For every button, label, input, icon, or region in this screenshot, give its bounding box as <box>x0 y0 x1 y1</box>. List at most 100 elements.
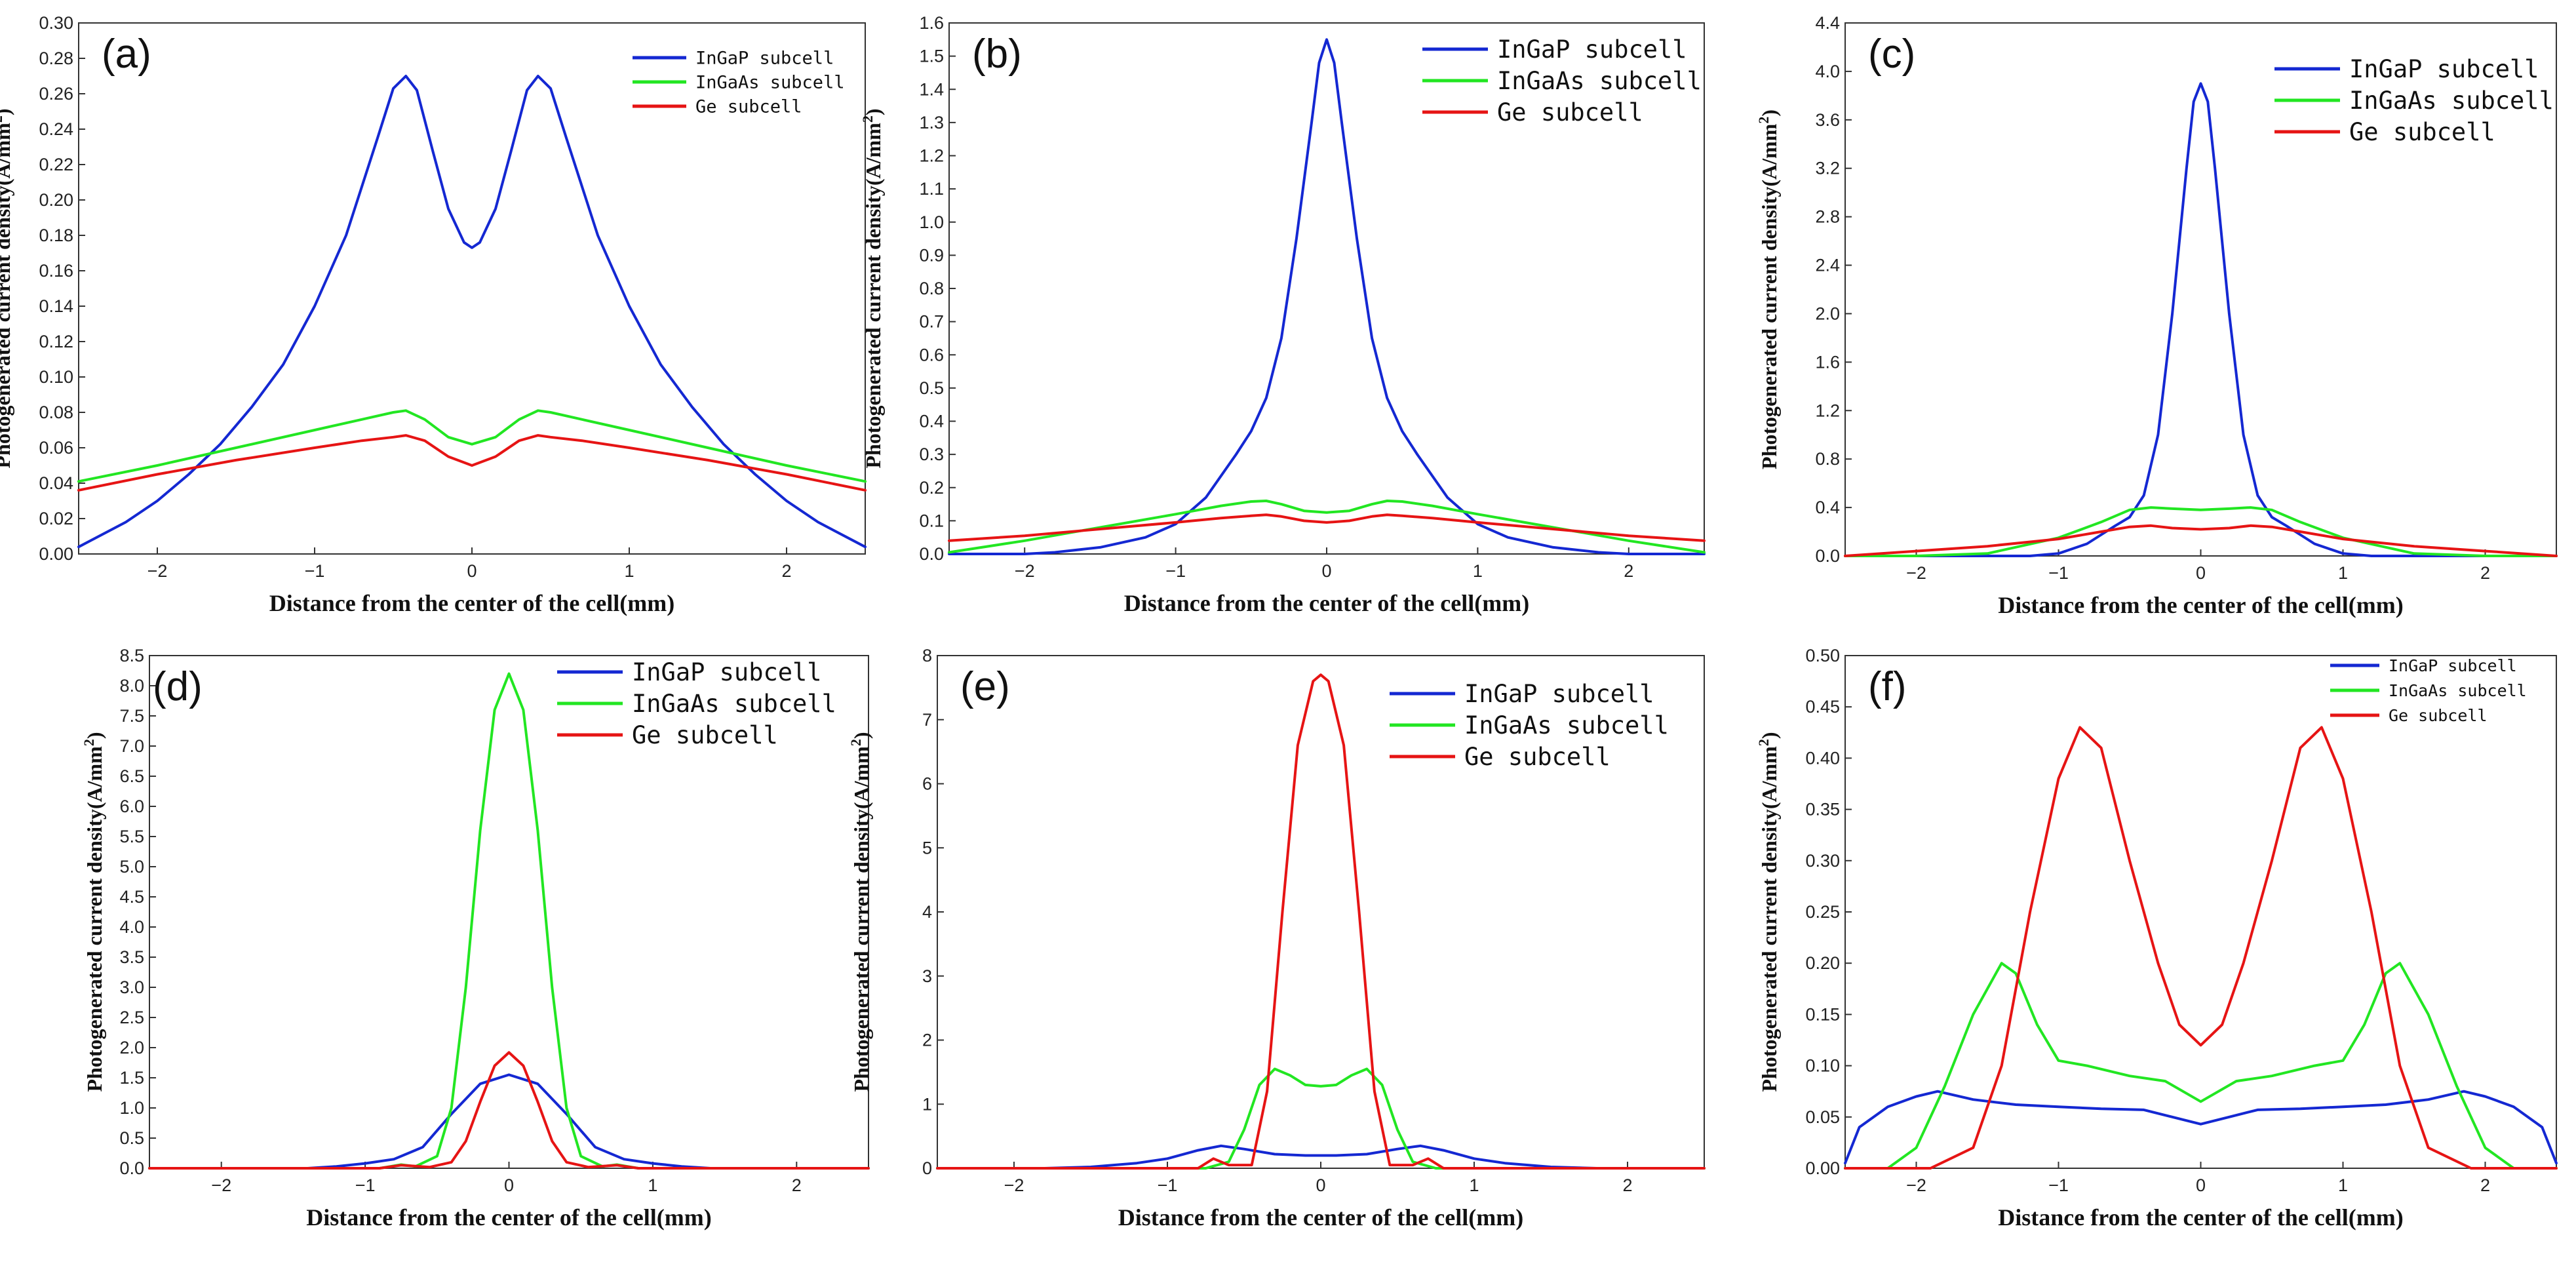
legend: InGaP subcell InGaAs subcell Ge subcell <box>1422 35 1702 127</box>
y-tick-label: 8 <box>922 646 932 665</box>
y-tick-label: 0.26 <box>39 84 73 104</box>
panel-label: (c) <box>1868 31 1915 77</box>
y-tick-label: 1.1 <box>919 179 944 199</box>
x-tick-label: −1 <box>2048 563 2069 583</box>
x-tick-label: 0 <box>504 1175 514 1195</box>
y-tick-label: 0.1 <box>919 511 944 530</box>
panel-label: (b) <box>972 31 1022 77</box>
y-tick-label: 0.20 <box>1805 953 1840 973</box>
y-tick-label: 0.05 <box>1805 1107 1840 1127</box>
x-tick-label: 2 <box>792 1175 802 1195</box>
chart-panel-b: 0.0 0.1 0.2 0.3 0.4 0.5 0.6 0.7 0.8 0.9 1.0 1.1 1.2 1… <box>859 13 1706 616</box>
y-tick-label: 4 <box>922 902 932 922</box>
y-tick-label: 6.0 <box>119 797 144 816</box>
series-line-ge-subcell <box>936 673 1706 1170</box>
y-tick-label: 7.5 <box>119 706 144 726</box>
y-tick-label: 0.18 <box>39 226 73 245</box>
y-tick-label: 0.24 <box>39 119 73 139</box>
legend-entry: Ge subcell <box>632 721 778 749</box>
legend-entry: InGaAs subcell <box>2349 87 2554 115</box>
series-line-ingap-subcell <box>948 38 1706 555</box>
y-tick-label: 0.6 <box>919 345 944 365</box>
chart-panel-f: 0.00 0.05 0.10 0.15 0.20 0.25 0.30 0.35 0.40 0.45… <box>1755 646 2558 1231</box>
y-tick-label: 0.2 <box>919 478 944 498</box>
x-axis-label: Distance from the center of the cell(mm) <box>1118 1204 1523 1231</box>
y-tick-label: 1.0 <box>919 212 944 232</box>
y-tick-label: 0.15 <box>1805 1004 1840 1024</box>
x-tick-label: −1 <box>1165 561 1186 581</box>
panel-label: (a) <box>102 31 151 77</box>
x-tick-label: −2 <box>1015 561 1035 581</box>
y-axis-label: Photogenerated current density(A/mm2) <box>0 109 14 469</box>
y-tick-label: 8.0 <box>119 676 144 696</box>
series-line-ge-subcell <box>948 513 1706 542</box>
series-line-ingaas-subcell <box>948 500 1706 554</box>
series-line-ingaas-subcell <box>1844 962 2558 1170</box>
x-tick-label: −2 <box>211 1175 231 1195</box>
y-tick-label: 5 <box>922 838 932 858</box>
y-tick-label: 4.0 <box>119 917 144 937</box>
legend: InGaP subcell InGaAs subcell Ge subcell <box>2274 55 2554 146</box>
chart-panel-a: 0.00 0.02 0.04 0.06 0.08 0.10 0.12 0.14 0.16 0.18… <box>0 13 867 616</box>
y-tick-label: 4.4 <box>1815 13 1840 33</box>
x-tick-label: 1 <box>2338 1175 2348 1195</box>
y-tick-label: 0.5 <box>919 378 944 398</box>
x-tick-label: −1 <box>355 1175 376 1195</box>
legend-entry: Ge subcell <box>1497 98 1643 127</box>
y-tick-label: 2.4 <box>1815 256 1840 275</box>
series-line-ingaas-subcell <box>936 1067 1706 1170</box>
legend: InGaP subcell InGaAs subcell Ge subcell <box>557 658 836 749</box>
y-axis-label: Photogenerated current density(A/mm2) <box>1755 732 1781 1092</box>
legend-entry: InGaP subcell <box>1464 680 1654 708</box>
y-tick-label: 1.0 <box>119 1098 144 1118</box>
y-tick-label: 0.45 <box>1805 697 1840 717</box>
series-line-ingap-subcell <box>1844 82 2558 557</box>
y-tick-label: 0.06 <box>39 438 73 458</box>
y-tick-label: 0.12 <box>39 332 73 351</box>
series-line-ge-subcell <box>1844 726 2558 1170</box>
x-tick-label: −2 <box>1004 1175 1025 1195</box>
y-tick-label: 0.14 <box>39 296 73 316</box>
y-tick-label: 0.7 <box>919 312 944 332</box>
y-tick-label: 0.35 <box>1805 800 1840 819</box>
x-tick-label: 0 <box>1316 1175 1325 1195</box>
y-tick-label: 2 <box>922 1031 932 1050</box>
y-tick-label: 0.25 <box>1805 902 1840 922</box>
x-tick-label: −1 <box>2048 1175 2069 1195</box>
legend-entry: InGaP subcell <box>695 48 834 68</box>
x-tick-label: 0 <box>2196 1175 2206 1195</box>
x-tick-label: −2 <box>1906 563 1926 583</box>
y-tick-label: 0.9 <box>919 245 944 265</box>
y-tick-label: 0.30 <box>1805 851 1840 871</box>
y-tick-label: 3 <box>922 966 932 986</box>
x-axis-label: Distance from the center of the cell(mm) <box>269 590 674 616</box>
y-tick-label: 2.5 <box>119 1008 144 1027</box>
series-line-ingaas-subcell <box>77 409 867 483</box>
x-tick-label: 2 <box>1622 1175 1632 1195</box>
y-tick-label: 1.5 <box>919 47 944 66</box>
legend-entry: Ge subcell <box>2389 706 2488 725</box>
y-tick-label: 0.10 <box>39 367 73 387</box>
x-tick-label: 2 <box>781 561 791 581</box>
x-axis-label: Distance from the center of the cell(mm) <box>1998 592 2403 618</box>
y-tick-label: 0.4 <box>919 412 944 431</box>
y-tick-label: 3.6 <box>1815 110 1840 130</box>
y-tick-label: 1.5 <box>119 1068 144 1088</box>
x-axis-label: Distance from the center of the cell(mm) <box>306 1204 711 1231</box>
y-tick-label: 2.8 <box>1815 207 1840 227</box>
y-tick-label: 0.04 <box>39 473 73 493</box>
y-tick-label: 0.02 <box>39 509 73 528</box>
y-tick-label: 0.30 <box>39 13 73 33</box>
legend-entry: Ge subcell <box>695 96 802 117</box>
series-line-ingap-subcell <box>1844 1090 2558 1165</box>
x-tick-label: −2 <box>1906 1175 1926 1195</box>
y-tick-label: 0.5 <box>119 1128 144 1148</box>
legend-entry: InGaP subcell <box>2349 55 2539 83</box>
legend: InGaP subcell InGaAs subcell Ge subcell <box>2330 656 2527 725</box>
y-tick-label: 7 <box>922 710 932 730</box>
y-tick-label: 2.0 <box>119 1038 144 1057</box>
y-tick-label: 2.0 <box>1815 304 1840 323</box>
y-tick-label: 0.4 <box>1815 498 1840 517</box>
legend: InGaP subcell InGaAs subcell Ge subcell <box>1390 680 1669 771</box>
y-tick-label: 1.2 <box>1815 401 1840 420</box>
